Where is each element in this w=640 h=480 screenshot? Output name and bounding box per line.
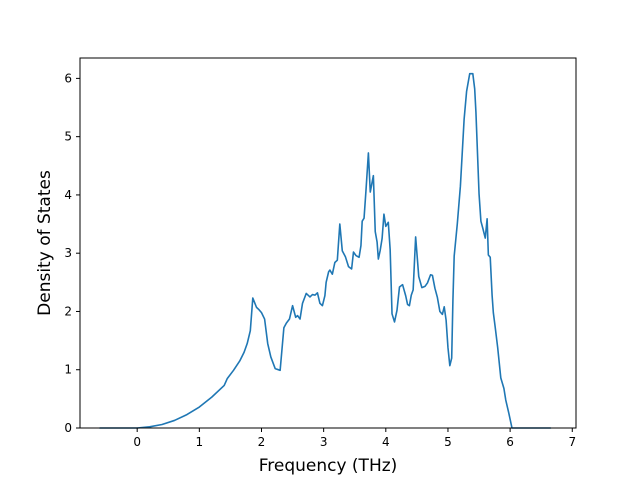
- x-tick-label: 0: [133, 435, 141, 449]
- series-layer: [99, 72, 552, 429]
- y-axis-label: Density of States: [35, 170, 55, 316]
- x-tick-label: 2: [258, 435, 266, 449]
- x-tick-label: 1: [196, 435, 204, 449]
- plot-area: [79, 57, 577, 429]
- x-tick-label: 5: [444, 435, 452, 449]
- y-axis-ticks: 0 1 2 3 4 5 6: [64, 71, 80, 435]
- y-tick-label: 2: [64, 304, 72, 318]
- y-tick-label: 5: [64, 130, 72, 144]
- x-tick-label: 4: [382, 435, 390, 449]
- x-tick-label: 6: [506, 435, 514, 449]
- x-axis-label: Frequency (THz): [259, 456, 398, 476]
- axes-frame: [79, 57, 577, 429]
- y-tick-label: 4: [64, 188, 72, 202]
- x-tick-label: 3: [320, 435, 328, 449]
- x-tick-label: 7: [568, 435, 576, 449]
- y-tick-label: 0: [64, 421, 72, 435]
- x-axis-ticks: 0 1 2 3 4 5 6 7: [133, 428, 576, 449]
- y-tick-label: 6: [64, 71, 72, 85]
- y-tick-label: 1: [64, 363, 72, 377]
- y-tick-label: 3: [64, 246, 72, 260]
- dos-series-line: [99, 72, 552, 429]
